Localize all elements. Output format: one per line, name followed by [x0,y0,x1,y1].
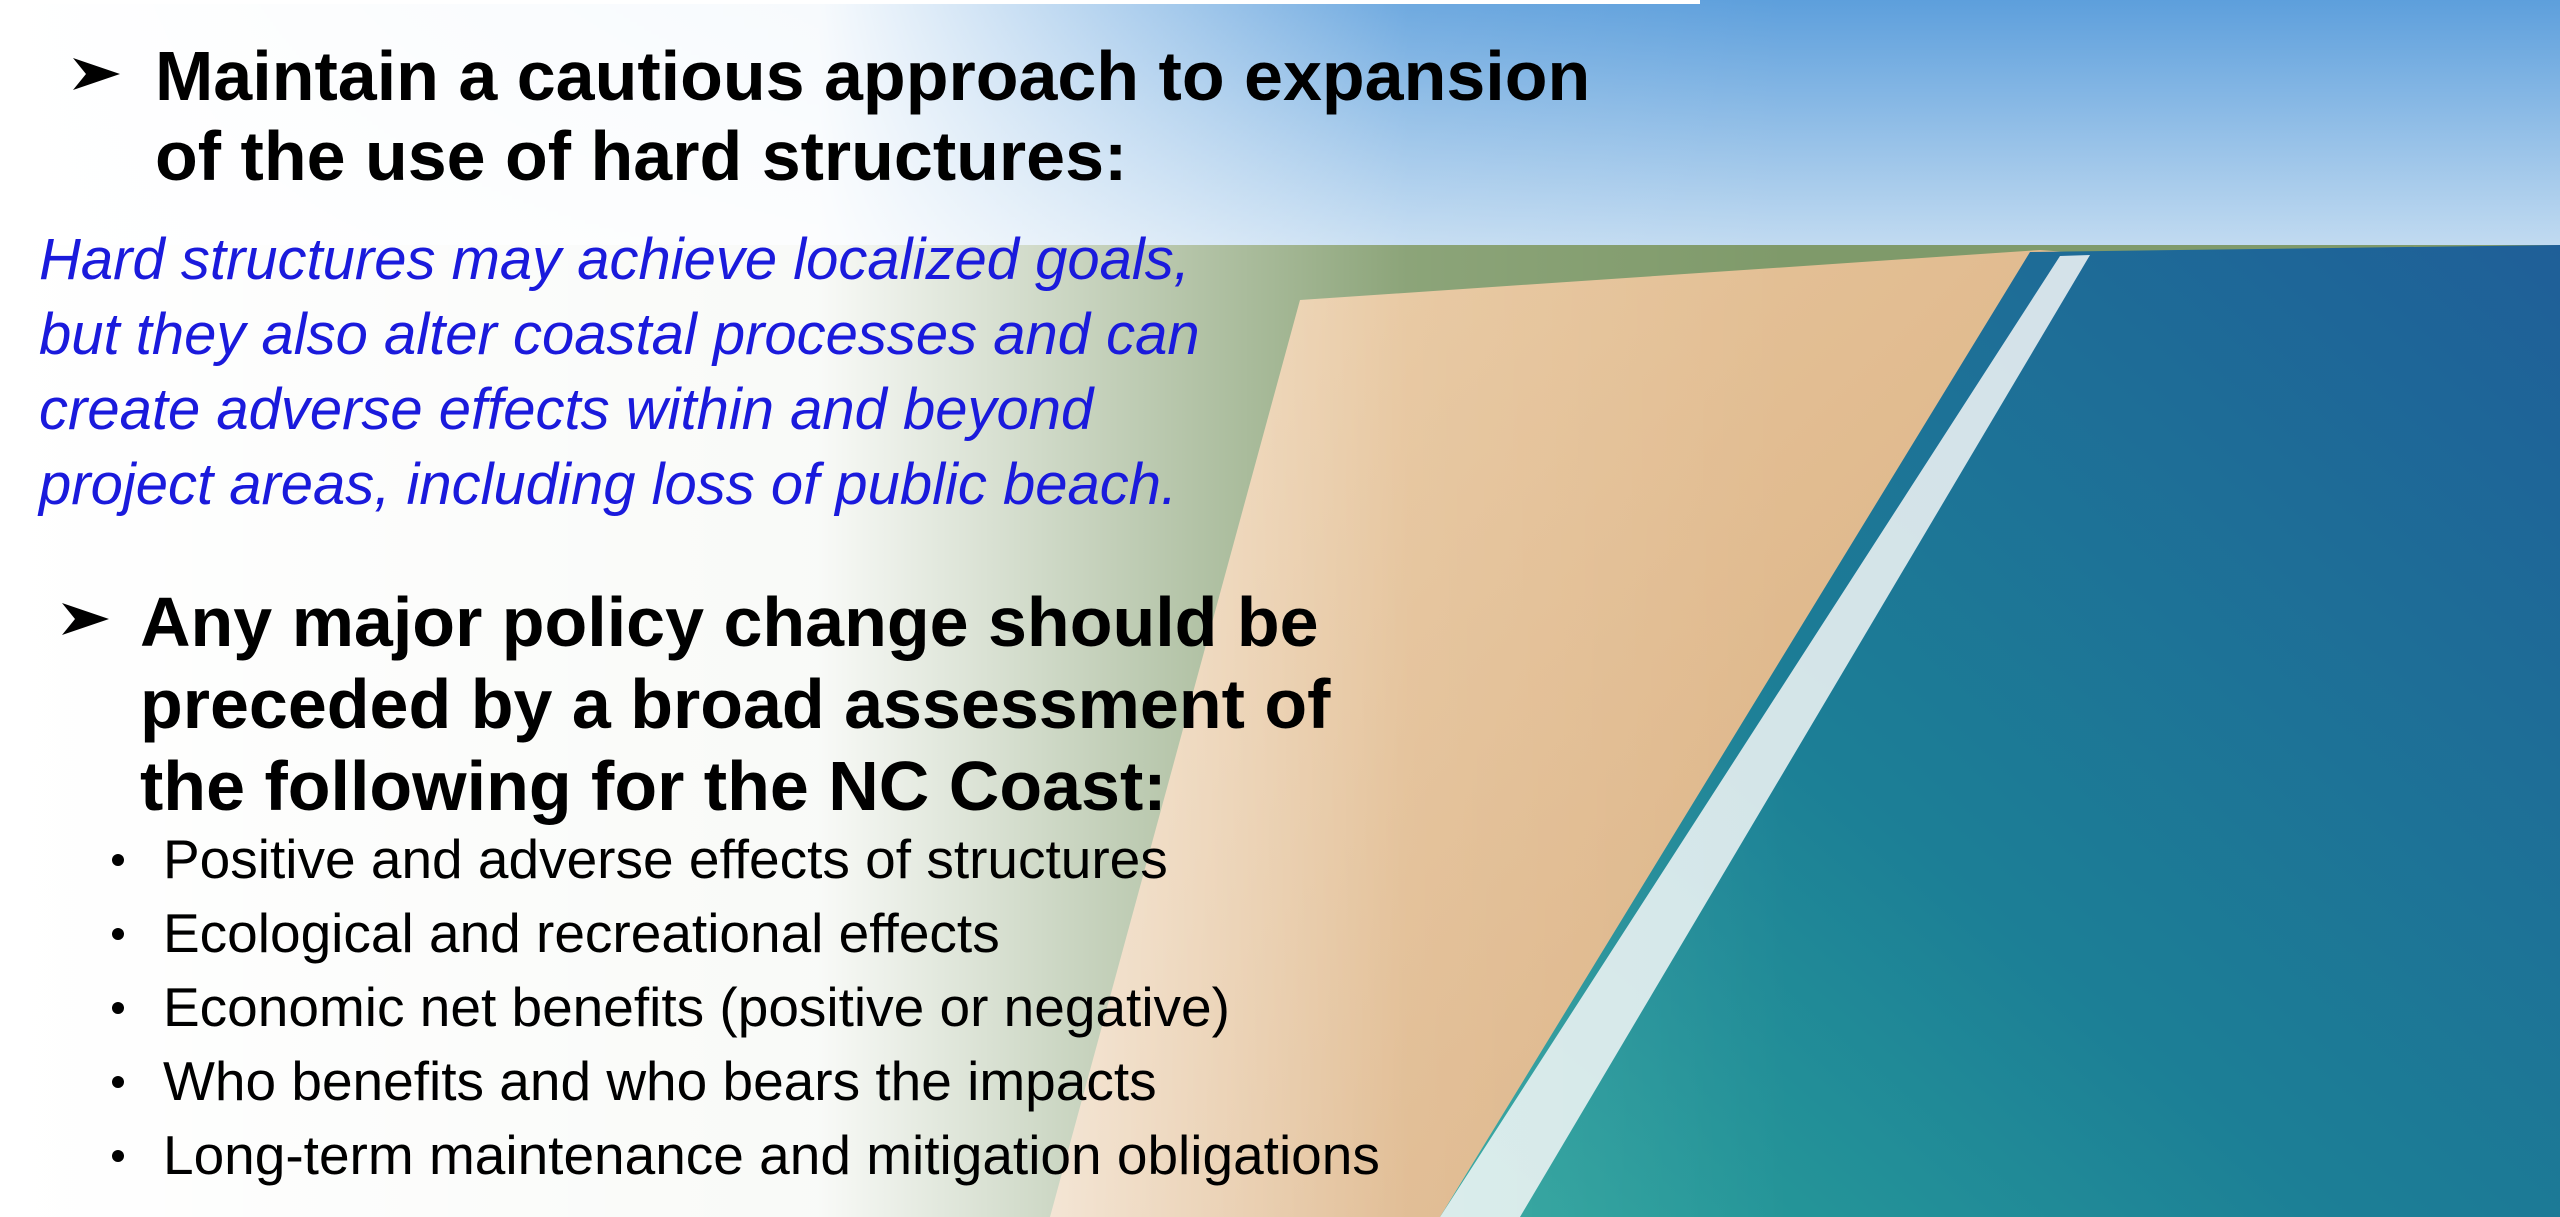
paragraph-line: project areas, including loss of public … [39,451,1177,518]
bullet-dot [112,928,124,940]
heading: the following for the NC Coast: [140,746,1167,826]
heading: preceded by a broad assessment of [140,664,1330,744]
bullet-dot [112,1150,124,1162]
bullet-item: Positive and adverse effects of structur… [163,827,1168,891]
bullet-item: Economic net benefits (positive or negat… [163,975,1230,1039]
bullet-dot [112,1076,124,1088]
paragraph-line: create adverse effects within and beyond [39,376,1093,443]
slide: Maintain a cautious approach to expansio… [0,0,2560,1217]
heading: of the use of hard structures: [155,116,1127,196]
bullet-dot [112,854,124,866]
bullet-dot [112,1002,124,1014]
paragraph-line: but they also alter coastal processes an… [39,301,1200,368]
paragraph-line: Hard structures may achieve localized go… [39,226,1190,293]
bullet-item: Long-term maintenance and mitigation obl… [163,1123,1380,1187]
bullet-item: Who benefits and who bears the impacts [163,1049,1157,1113]
bullet-item: Ecological and recreational effects [163,901,1000,965]
heading: Any major policy change should be [140,582,1319,662]
heading: Maintain a cautious approach to expansio… [155,36,1590,116]
